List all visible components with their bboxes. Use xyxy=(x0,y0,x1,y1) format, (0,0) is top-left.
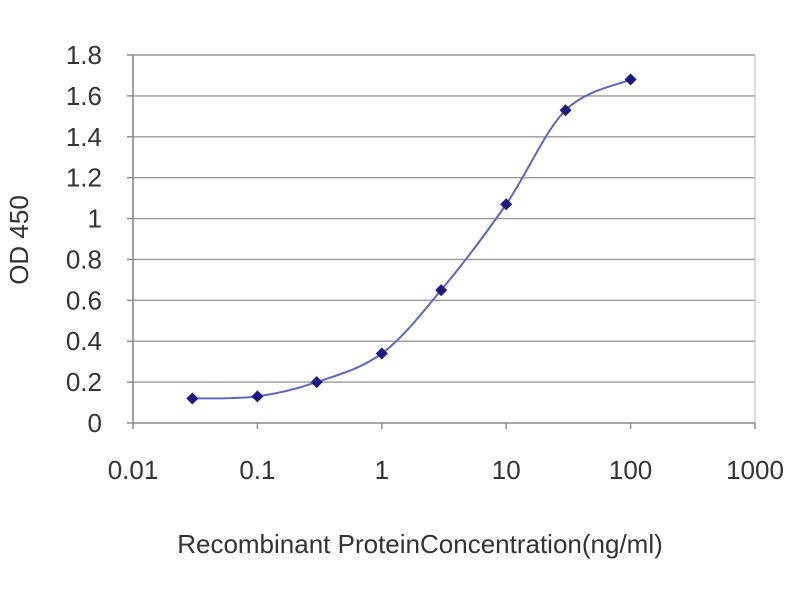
data-point-5 xyxy=(500,198,513,211)
y-tick-label-0: 0 xyxy=(88,408,102,438)
data-point-1 xyxy=(251,390,264,403)
x-tick-label-5: 1000 xyxy=(726,455,784,485)
x-tick-label-2: 1 xyxy=(375,455,389,485)
data-point-0 xyxy=(186,392,199,405)
series xyxy=(186,73,637,405)
x-tick-label-0: 0.01 xyxy=(108,455,159,485)
y-tick-label-7: 1.4 xyxy=(66,122,102,152)
y-tick-label-3: 0.6 xyxy=(66,285,102,315)
x-tick-label-4: 100 xyxy=(609,455,652,485)
y-axis-title: OD 450 xyxy=(4,195,34,285)
data-point-6 xyxy=(559,104,572,117)
y-tick-label-8: 1.6 xyxy=(66,81,102,111)
data-point-4 xyxy=(435,284,448,297)
x-tick-labels: 0.01 0.1 1 10 100 1000 xyxy=(108,455,784,485)
data-point-3 xyxy=(375,347,388,360)
series-line-0 xyxy=(192,78,632,400)
y-tick-label-6: 1.2 xyxy=(66,163,102,193)
x-tick-label-3: 10 xyxy=(492,455,521,485)
y-tick-label-9: 1.8 xyxy=(66,40,102,70)
y-tick-label-2: 0.4 xyxy=(66,326,102,356)
x-tick-label-1: 0.1 xyxy=(239,455,275,485)
y-tick-labels: 0 0.2 0.4 0.6 0.8 1 1.2 1.4 1.6 1.8 xyxy=(66,40,102,438)
data-point-2 xyxy=(310,376,323,389)
data-point-7 xyxy=(624,73,637,86)
x-axis-title: Recombinant ProteinConcentration(ng/ml) xyxy=(177,529,663,559)
axes xyxy=(127,54,756,429)
y-tick-label-5: 1 xyxy=(88,204,102,234)
gridlines xyxy=(133,54,755,383)
y-tick-label-1: 0.2 xyxy=(66,367,102,397)
y-tick-label-4: 0.8 xyxy=(66,244,102,274)
